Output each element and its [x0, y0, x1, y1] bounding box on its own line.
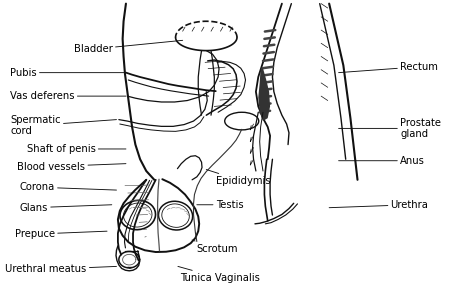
Text: Shaft of penis: Shaft of penis	[27, 144, 126, 154]
Polygon shape	[258, 68, 270, 121]
Text: Vas deferens: Vas deferens	[10, 91, 126, 101]
Text: Testis: Testis	[197, 200, 243, 210]
Text: Rectum: Rectum	[338, 62, 438, 73]
Text: Urethra: Urethra	[329, 200, 428, 210]
Text: Prostate
gland: Prostate gland	[338, 118, 441, 139]
Text: Epididymis: Epididymis	[206, 170, 270, 186]
Text: Blood vessels: Blood vessels	[17, 162, 126, 172]
Text: Corona: Corona	[19, 182, 117, 192]
Text: Anus: Anus	[338, 156, 425, 166]
Text: Spermatic
cord: Spermatic cord	[10, 115, 117, 136]
Text: Glans: Glans	[19, 203, 112, 213]
Text: Bladder: Bladder	[74, 40, 182, 54]
Text: Urethral meatus: Urethral meatus	[5, 264, 117, 274]
Text: Tunica Vaginalis: Tunica Vaginalis	[178, 266, 260, 283]
Text: Pubis: Pubis	[10, 68, 126, 78]
Text: Prepuce: Prepuce	[15, 229, 107, 239]
Text: Scrotum: Scrotum	[192, 240, 238, 254]
